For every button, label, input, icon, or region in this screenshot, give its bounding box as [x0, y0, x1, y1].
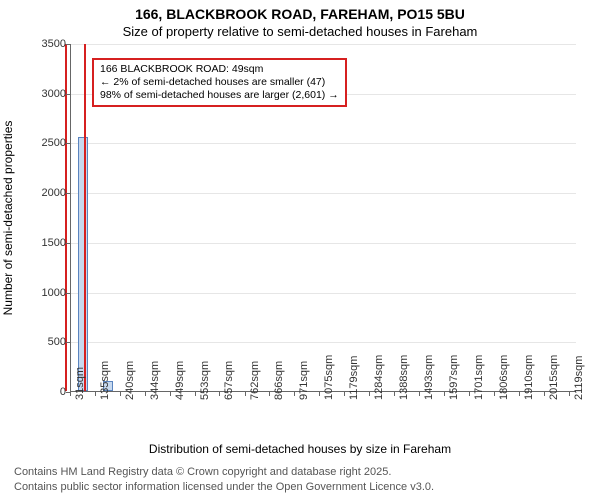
x-tick-mark — [369, 392, 370, 396]
x-tick-mark — [419, 392, 420, 396]
x-tick-label: 1910sqm — [523, 355, 535, 400]
x-tick-label: 553sqm — [199, 361, 211, 400]
x-tick-mark — [245, 392, 246, 396]
y-tick-mark — [66, 293, 70, 294]
x-tick-label: 866sqm — [273, 361, 285, 400]
x-tick-label: 1075sqm — [323, 355, 335, 400]
y-tick-label: 1000 — [14, 287, 66, 299]
x-tick-mark — [444, 392, 445, 396]
x-tick-mark — [569, 392, 570, 396]
footer-line-1: Contains HM Land Registry data © Crown c… — [14, 465, 434, 479]
gridline-h — [71, 293, 576, 294]
x-tick-label: 1701sqm — [473, 355, 485, 400]
gridline-h — [71, 143, 576, 144]
gridline-h — [71, 193, 576, 194]
y-tick-label: 2500 — [14, 137, 66, 149]
x-tick-mark — [170, 392, 171, 396]
y-tick-label: 1500 — [14, 237, 66, 249]
y-tick-label: 500 — [14, 336, 66, 348]
y-tick-mark — [66, 243, 70, 244]
y-tick-label: 0 — [14, 386, 66, 398]
x-tick-mark — [269, 392, 270, 396]
x-axis-label: Distribution of semi-detached houses by … — [0, 442, 600, 456]
x-tick-label: 1388sqm — [398, 355, 410, 400]
x-tick-mark — [70, 392, 71, 396]
x-tick-label: 1179sqm — [348, 356, 360, 400]
x-tick-label: 1597sqm — [448, 355, 460, 400]
x-tick-mark — [95, 392, 96, 396]
x-tick-label: 971sqm — [298, 361, 310, 400]
x-tick-label: 449sqm — [174, 361, 186, 400]
y-axis-label: Number of semi-detached properties — [1, 121, 15, 316]
x-tick-mark — [319, 392, 320, 396]
x-tick-label: 657sqm — [223, 361, 235, 400]
gridline-h — [71, 342, 576, 343]
footer-line-2: Contains public sector information licen… — [14, 480, 434, 494]
gridline-h — [71, 243, 576, 244]
annotation-line: ← 2% of semi-detached houses are smaller… — [100, 76, 339, 89]
y-tick-label: 2000 — [14, 187, 66, 199]
x-tick-mark — [519, 392, 520, 396]
annotation-box: 166 BLACKBROOK ROAD: 49sqm← 2% of semi-d… — [92, 58, 347, 107]
x-tick-label: 1284sqm — [373, 355, 385, 400]
x-tick-label: 762sqm — [249, 361, 261, 400]
x-tick-mark — [294, 392, 295, 396]
chart-title: 166, BLACKBROOK ROAD, FAREHAM, PO15 5BU — [0, 0, 600, 22]
x-tick-label: 344sqm — [149, 361, 161, 400]
chart-container: Number of semi-detached properties Distr… — [0, 44, 600, 430]
x-tick-label: 2015sqm — [548, 355, 560, 400]
attribution-footer: Contains HM Land Registry data © Crown c… — [14, 465, 434, 494]
y-tick-mark — [66, 193, 70, 194]
highlight-band — [65, 44, 86, 391]
chart-subtitle: Size of property relative to semi-detach… — [0, 22, 600, 43]
annotation-line: 166 BLACKBROOK ROAD: 49sqm — [100, 63, 339, 76]
x-tick-label: 240sqm — [124, 361, 136, 400]
annotation-line: 98% of semi-detached houses are larger (… — [100, 89, 339, 102]
x-tick-mark — [544, 392, 545, 396]
x-tick-mark — [195, 392, 196, 396]
y-tick-mark — [66, 143, 70, 144]
y-tick-mark — [66, 342, 70, 343]
x-tick-label: 31sqm — [74, 367, 86, 400]
y-tick-mark — [66, 44, 70, 45]
x-tick-label: 2119sqm — [573, 356, 585, 400]
x-tick-label: 1806sqm — [498, 355, 510, 400]
x-tick-mark — [394, 392, 395, 396]
x-tick-mark — [120, 392, 121, 396]
x-tick-mark — [145, 392, 146, 396]
y-tick-label: 3500 — [14, 38, 66, 50]
gridline-h — [71, 44, 576, 45]
x-tick-label: 135sqm — [99, 361, 111, 400]
x-tick-mark — [494, 392, 495, 396]
y-tick-label: 3000 — [14, 88, 66, 100]
x-tick-mark — [469, 392, 470, 396]
x-tick-mark — [219, 392, 220, 396]
y-tick-mark — [66, 94, 70, 95]
x-tick-label: 1493sqm — [423, 355, 435, 400]
x-tick-mark — [344, 392, 345, 396]
